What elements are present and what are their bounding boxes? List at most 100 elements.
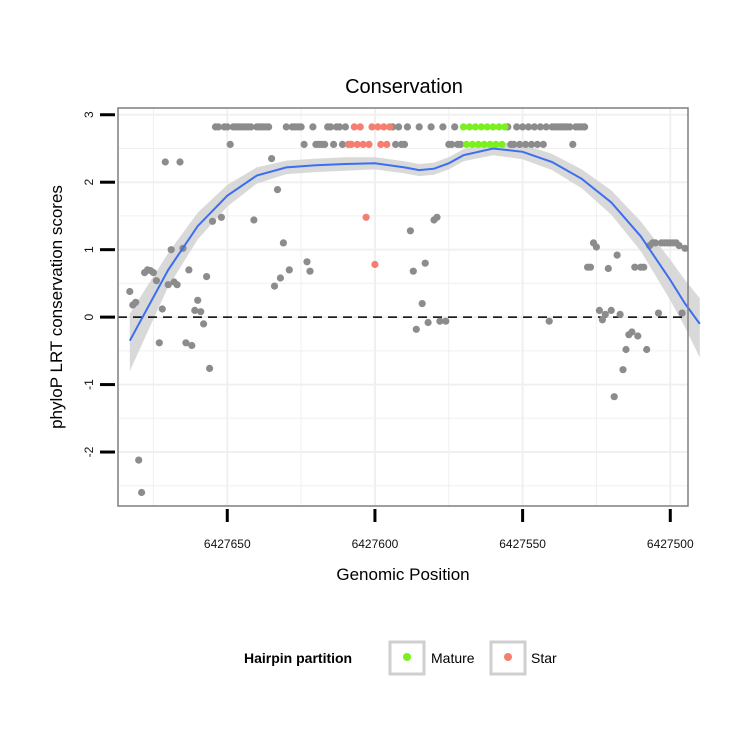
legend: Hairpin partition Mature Star	[244, 640, 557, 676]
point-other	[415, 123, 423, 131]
y-tick-label: 0	[82, 313, 96, 320]
point-other	[628, 328, 636, 336]
point-other	[279, 239, 287, 247]
point-other	[598, 316, 607, 324]
point-other	[536, 123, 544, 131]
legend-marker-star	[504, 653, 512, 661]
point-other	[303, 258, 311, 266]
point-other	[569, 140, 577, 148]
legend-item-mature: Mature	[388, 640, 475, 676]
point-other	[643, 345, 651, 354]
point-other	[149, 269, 157, 277]
point-other	[607, 306, 615, 314]
point-other	[392, 140, 400, 148]
point-other	[161, 158, 169, 166]
x-axis-ticks: 6427650 6427600 6427550 6427500	[204, 509, 694, 551]
point-mature	[474, 140, 482, 148]
point-other	[185, 266, 193, 274]
y-tick-label: 1	[82, 246, 96, 253]
point-star	[362, 213, 370, 221]
point-other	[581, 123, 589, 131]
x-axis-title: Genomic Position	[336, 565, 469, 584]
point-star	[374, 123, 382, 131]
point-other	[132, 298, 140, 306]
point-star	[365, 140, 373, 148]
y-tick-label: -2	[82, 446, 96, 457]
point-mature	[498, 140, 506, 148]
point-other	[616, 310, 624, 318]
point-other	[412, 325, 420, 333]
point-other	[282, 123, 290, 131]
point-other	[510, 140, 518, 148]
point-other	[327, 123, 335, 131]
point-other	[424, 318, 432, 327]
point-mature	[495, 123, 503, 131]
x-tick-label: 6427600	[352, 537, 399, 551]
y-tick-label: 3	[82, 111, 96, 118]
x-tick-label: 6427500	[647, 537, 694, 551]
point-other	[442, 317, 450, 325]
point-other	[270, 282, 279, 290]
point-mature	[483, 123, 491, 131]
point-other	[250, 216, 258, 224]
point-other	[182, 339, 190, 347]
point-other	[427, 123, 435, 131]
point-other	[206, 364, 214, 372]
point-other	[631, 263, 639, 271]
point-other	[164, 281, 172, 289]
legend-item-star: Star	[489, 640, 557, 676]
point-other	[217, 213, 225, 221]
point-other	[173, 281, 181, 289]
point-other	[300, 140, 308, 148]
point-star	[377, 140, 385, 148]
point-other	[276, 274, 284, 282]
point-star	[383, 140, 391, 148]
point-other	[203, 273, 211, 281]
point-other	[527, 140, 536, 148]
x-tick-label: 6427550	[499, 537, 546, 551]
smooth-curve	[128, 147, 701, 342]
point-other	[457, 140, 465, 148]
point-other	[306, 267, 314, 275]
point-other	[285, 266, 293, 274]
point-other	[341, 123, 349, 131]
point-other	[675, 242, 683, 250]
point-other	[622, 345, 630, 354]
point-other	[126, 287, 134, 296]
y-axis-title: phyloP LRT conservation scores	[47, 185, 66, 429]
point-other	[188, 341, 196, 350]
plot-panel-border	[117, 107, 689, 507]
point-other	[194, 296, 202, 304]
point-other	[613, 251, 621, 259]
point-other	[226, 140, 234, 148]
point-other	[595, 306, 604, 314]
point-other	[654, 309, 663, 317]
point-other	[406, 227, 414, 235]
x-tick-label: 6427650	[204, 537, 251, 551]
grid-lines	[118, 108, 688, 506]
point-other	[395, 123, 403, 131]
data-points	[126, 123, 689, 497]
point-other	[542, 123, 550, 131]
smooth-line	[128, 147, 701, 342]
point-other	[268, 155, 276, 163]
point-other	[191, 306, 199, 314]
point-other	[436, 317, 444, 325]
legend-marker-mature	[403, 653, 411, 661]
point-other	[152, 277, 160, 285]
point-star	[356, 123, 364, 131]
point-other	[533, 140, 542, 148]
point-mature	[492, 140, 500, 148]
y-tick-label: -1	[82, 379, 96, 390]
point-mature	[489, 123, 497, 131]
point-other	[321, 140, 329, 148]
point-other	[448, 140, 456, 148]
plot-panel-background	[118, 108, 688, 506]
point-other	[433, 213, 441, 221]
point-other	[601, 310, 609, 318]
chart-title: Conservation	[345, 76, 463, 98]
point-other	[176, 158, 184, 166]
point-mature	[471, 123, 479, 131]
point-other	[610, 393, 618, 401]
